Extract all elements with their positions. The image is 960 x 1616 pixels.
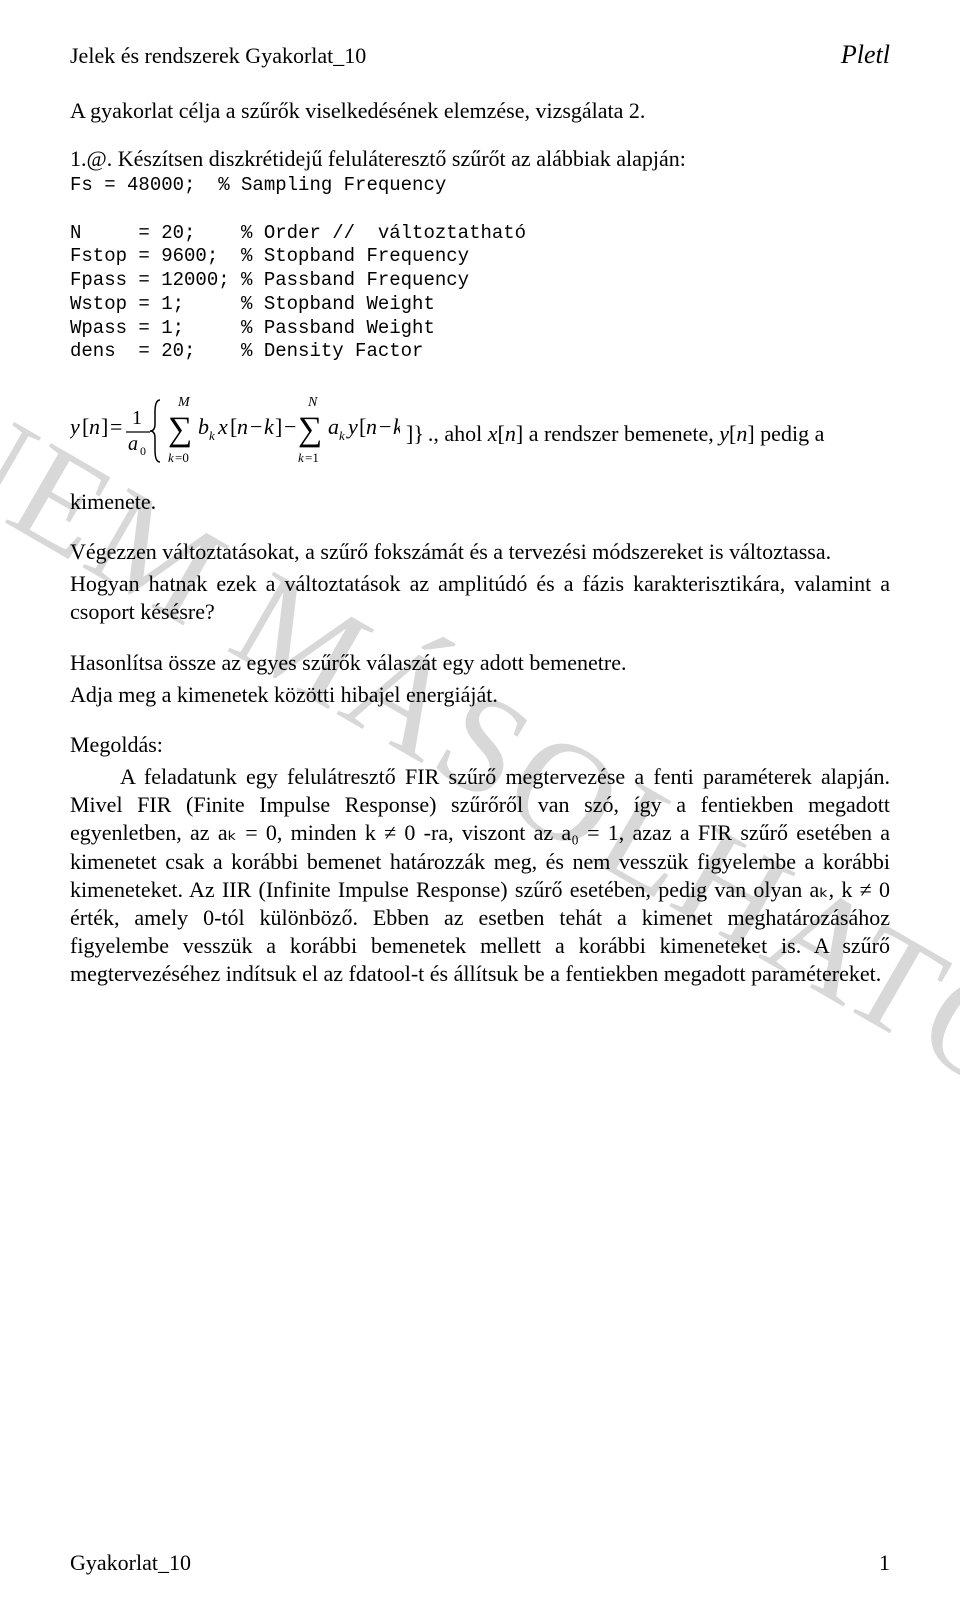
- svg-text:x: x: [217, 414, 228, 439]
- svg-text:b: b: [198, 414, 209, 439]
- svg-text:=: =: [110, 414, 122, 439]
- svg-text:k: k: [393, 414, 400, 439]
- svg-text:=0: =0: [175, 450, 189, 465]
- content: Jelek és rendszerek Gyakorlat_10 Pletl A…: [70, 40, 890, 988]
- svg-text:a: a: [328, 414, 339, 439]
- svg-text:N: N: [307, 395, 318, 410]
- footer-left: Gyakorlat_10: [70, 1550, 191, 1576]
- svg-text:y: y: [346, 414, 358, 439]
- paragraph-2: Hogyan hatnak ezek a változtatások az am…: [70, 570, 890, 626]
- footer-row: Gyakorlat_10 1: [70, 1550, 890, 1576]
- task-label: 1.@. Készítsen diszkrétidejű feluláteres…: [70, 146, 890, 172]
- svg-text:]: ]: [101, 414, 108, 439]
- solution-label: Megoldás:: [70, 731, 890, 759]
- kimenete-text: kimenete.: [70, 488, 890, 516]
- svg-text:k: k: [298, 450, 304, 465]
- svg-text:y: y: [70, 414, 80, 439]
- svg-text:∑: ∑: [298, 411, 322, 448]
- header-title: Jelek és rendszerek Gyakorlat_10: [70, 43, 366, 69]
- svg-text:−: −: [284, 414, 296, 439]
- svg-text:n: n: [89, 414, 100, 439]
- svg-text:n: n: [366, 414, 377, 439]
- svg-text:−: −: [250, 414, 262, 439]
- svg-text:k: k: [339, 428, 345, 443]
- svg-text:0: 0: [140, 444, 146, 458]
- footer-page-number: 1: [879, 1550, 890, 1576]
- paragraph-3: Hasonlítsa össze az egyes szűrők válaszá…: [70, 649, 890, 677]
- header-row: Jelek és rendszerek Gyakorlat_10 Pletl: [70, 40, 890, 70]
- svg-text:]: ]: [275, 414, 282, 439]
- svg-text:n: n: [237, 414, 248, 439]
- paragraph-1: Végezzen változtatásokat, a szűrő fokszá…: [70, 538, 890, 566]
- solution-body: A feladatunk egy felulátresztő FIR szűrő…: [70, 763, 890, 988]
- header-author: Pletl: [841, 40, 890, 70]
- svg-text:=1: =1: [305, 450, 319, 465]
- svg-text:∑: ∑: [168, 411, 192, 448]
- equation-row: y [ n ] = 1 a 0 M ∑ k =0 b: [70, 392, 890, 476]
- svg-text:k: k: [209, 428, 215, 443]
- svg-text:−: −: [379, 414, 391, 439]
- svg-text:k: k: [168, 450, 174, 465]
- svg-text:1: 1: [132, 407, 142, 429]
- intro-text: A gyakorlat célja a szűrők viselkedéséne…: [70, 98, 890, 124]
- page-container: NEM MÁSOLHATÓ Jelek és rendszerek Gyakor…: [0, 0, 960, 1616]
- svg-text:k: k: [264, 414, 275, 439]
- svg-text:M: M: [177, 395, 191, 410]
- code-block: Fs = 48000; % Sampling Frequency N = 20;…: [70, 174, 890, 364]
- equation-closing: ]}: [406, 421, 424, 447]
- paragraph-4: Adja meg a kimenetek közötti hibajel ene…: [70, 681, 890, 709]
- svg-text:a: a: [128, 433, 138, 455]
- equation-svg: y [ n ] = 1 a 0 M ∑ k =0 b: [70, 392, 400, 476]
- equation-after-text: ., ahol x[n] a rendszer bemenete, y[n] p…: [428, 421, 890, 447]
